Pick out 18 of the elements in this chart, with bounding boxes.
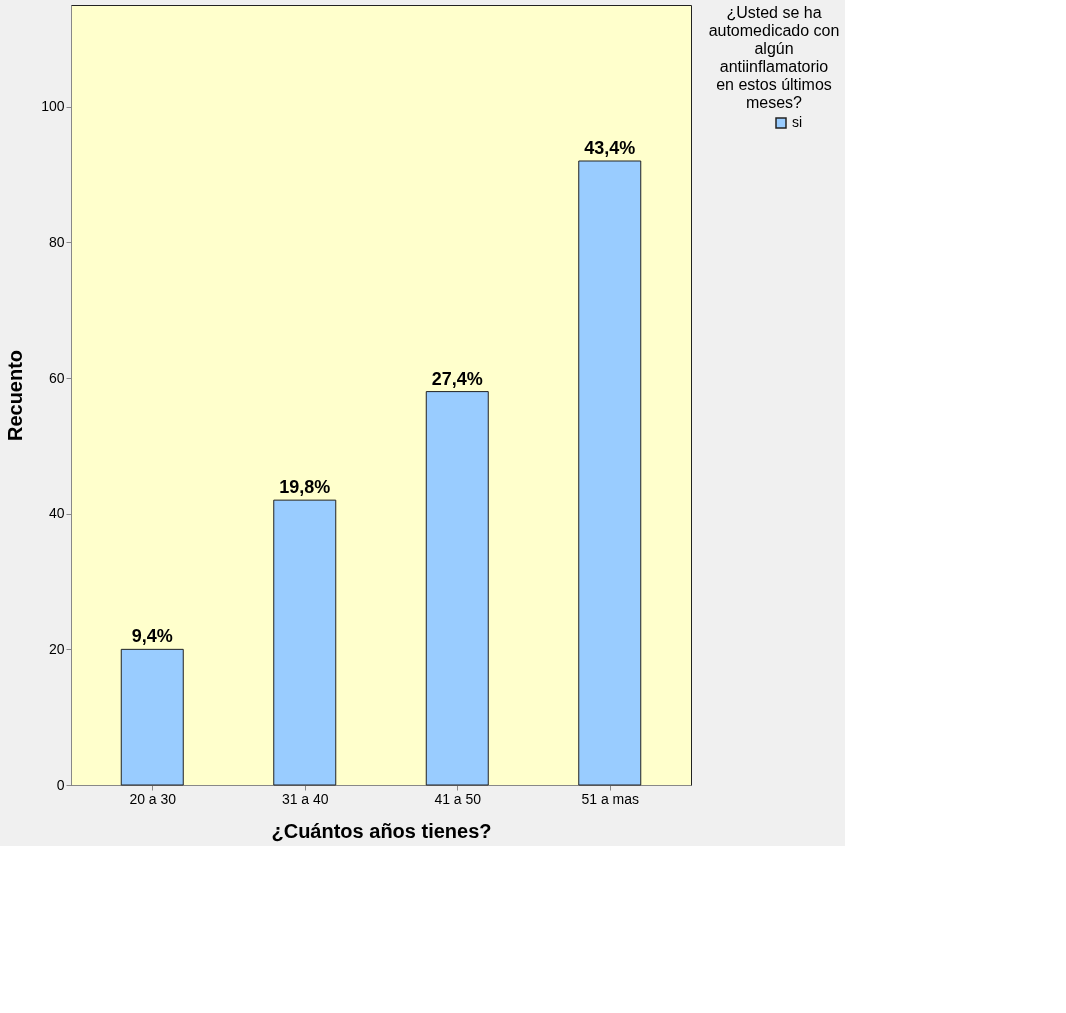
x-tick-label: 41 a 50	[434, 790, 482, 807]
y-tick-label: 60	[48, 369, 65, 386]
legend-title: ¿Usted se ha automedicado con algún antiinflamatorio en estos últimos meses?	[708, 4, 840, 111]
y-tick-label: 40	[48, 505, 65, 522]
y-tick-label: 80	[48, 233, 65, 250]
y-axis-title: Recuento	[4, 349, 27, 442]
x-tick-label: 51 a mas	[581, 790, 640, 807]
annotation: 9,4%	[131, 626, 173, 647]
annotation: 43,4%	[584, 138, 636, 158]
legend-label: si	[792, 114, 803, 130]
y-tick-label: 0	[56, 776, 65, 793]
y-tick-label: 20	[48, 640, 65, 657]
x-tick-label: 20 a 30	[129, 790, 177, 807]
annotation: 27,4%	[431, 368, 483, 389]
x-tick-label: 31 a 40	[281, 790, 329, 807]
y-tick-label: 100	[41, 98, 65, 115]
x-axis-title: ¿Cuántos años tienes?	[271, 819, 492, 842]
annotation: 19,8%	[279, 477, 331, 498]
